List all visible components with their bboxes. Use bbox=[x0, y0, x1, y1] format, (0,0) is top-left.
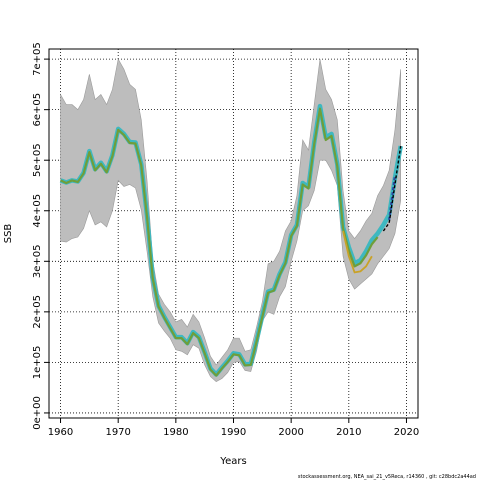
x-tick-label: 2010 bbox=[336, 427, 361, 438]
x-tick-label: 1980 bbox=[163, 427, 188, 438]
x-tick-label: 2000 bbox=[278, 427, 303, 438]
confidence-band bbox=[60, 58, 401, 382]
y-tick-label: 2e+05 bbox=[32, 295, 43, 329]
x-tick-label: 2020 bbox=[394, 427, 419, 438]
y-tick-label: 6e+05 bbox=[32, 93, 43, 127]
x-tick-label: 1970 bbox=[105, 427, 130, 438]
x-tick-label: 1960 bbox=[48, 427, 73, 438]
ssb-series-green bbox=[60, 107, 379, 377]
series-layer bbox=[59, 103, 403, 377]
confidence-band-layer bbox=[60, 58, 401, 382]
y-tick-label: 7e+05 bbox=[32, 42, 43, 76]
y-axis-title: SSB bbox=[3, 224, 14, 244]
axes-layer: 1960 1970 1980 1990 2000 2010 2020 0e+00 1e+05 2e… bbox=[32, 42, 419, 438]
y-tick-label: 4e+05 bbox=[32, 194, 43, 228]
y-tick-label: 5e+05 bbox=[32, 143, 43, 177]
y-tick-label: 3e+05 bbox=[32, 244, 43, 278]
ssb-retro-tail bbox=[342, 230, 373, 274]
x-axis-title: Years bbox=[219, 456, 246, 467]
y-tick-label: 1e+05 bbox=[32, 346, 43, 380]
y-tick-label: 0e+00 bbox=[32, 396, 43, 430]
x-tick-label: 1990 bbox=[221, 427, 246, 438]
footer-note: stockassessment.org, NEA_sai_21_v5Reca, … bbox=[297, 474, 476, 480]
